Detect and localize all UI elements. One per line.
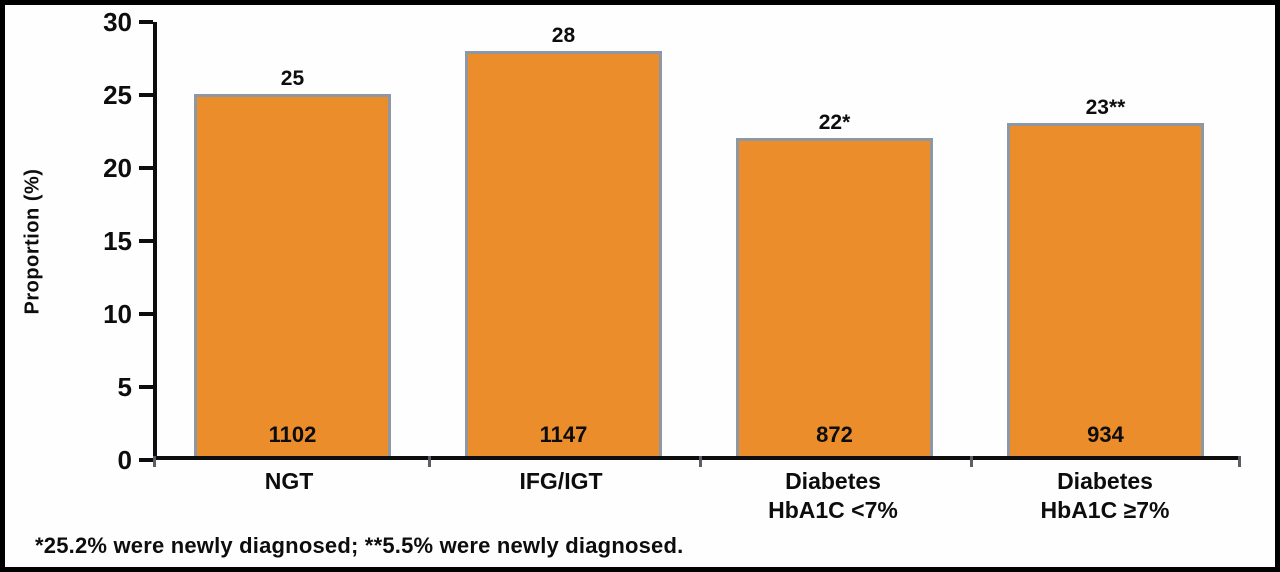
y-tick-mark — [139, 20, 153, 24]
bar-diabetes-lt7: 22* 872 — [735, 111, 934, 456]
y-tick-20: 20 — [103, 155, 153, 181]
bar-count-label: 1147 — [539, 422, 588, 447]
y-tick-label: 15 — [103, 226, 132, 256]
x-axis-tick — [970, 456, 973, 467]
y-tick-label: 0 — [117, 445, 132, 475]
bar-ngt: 25 1102 — [193, 67, 392, 456]
category-line: Diabetes — [1057, 468, 1153, 494]
category-label-ngt: NGT — [153, 467, 425, 525]
y-tick-5: 5 — [118, 374, 153, 400]
bar-diabetes-ge7: 23** 934 — [1006, 96, 1205, 456]
y-tick-mark — [139, 312, 153, 316]
category-label-diabetes-ge7: Diabetes HbA1C ≥7% — [969, 467, 1241, 525]
category-line: IFG/IGT — [519, 468, 603, 494]
category-line: Diabetes — [785, 468, 881, 494]
bar-count-label: 934 — [1087, 422, 1124, 447]
bar-value-label: 22* — [818, 110, 851, 134]
y-tick-mark — [139, 458, 153, 462]
bar-ifg-igt: 28 1147 — [464, 24, 663, 456]
plot-area: 25 1102 28 1147 22* 872 23** 934 — [153, 22, 1241, 467]
y-tick-0: 0 — [118, 447, 153, 473]
bar-group-ifg-igt: 28 1147 — [428, 22, 699, 456]
x-axis-tick — [428, 456, 431, 467]
bar-value-label: 23** — [1085, 96, 1126, 120]
category-line: HbA1C ≥7% — [1040, 496, 1170, 523]
chart-footnote: *25.2% were newly diagnosed; **5.5% were… — [35, 533, 684, 558]
y-tick-25: 25 — [103, 82, 153, 108]
bar-group-diabetes-lt7: 22* 872 — [699, 22, 970, 456]
y-tick-30: 30 — [103, 9, 153, 35]
category-label-diabetes-lt7: Diabetes HbA1C <7% — [697, 467, 969, 525]
y-tick-label: 20 — [103, 152, 132, 183]
category-line: NGT — [264, 468, 314, 494]
bar-value-label: 28 — [551, 23, 576, 47]
category-label-ifg-igt: IFG/IGT — [425, 467, 697, 525]
y-tick-10: 10 — [103, 301, 153, 327]
bar-group-ngt: 25 1102 — [157, 22, 428, 456]
y-tick-label: 10 — [103, 299, 132, 329]
y-tick-label: 5 — [117, 371, 132, 402]
bar-group-diabetes-ge7: 23** 934 — [970, 22, 1241, 456]
y-tick-15: 15 — [103, 228, 153, 254]
category-line: HbA1C <7% — [768, 496, 898, 523]
y-axis-ticks: 30 25 20 15 10 5 0 — [5, 9, 153, 473]
y-tick-mark — [139, 384, 153, 389]
x-axis-tick — [153, 456, 156, 467]
y-tick-mark — [139, 93, 153, 97]
bar-value-label: 25 — [280, 67, 305, 91]
bar-count-label: 872 — [816, 422, 853, 447]
bars-container: 25 1102 28 1147 22* 872 23** 934 — [157, 22, 1241, 456]
y-tick-label: 30 — [103, 7, 132, 37]
y-tick-label: 25 — [103, 80, 132, 110]
x-axis-labels: NGT IFG/IGT Diabetes HbA1C <7% Diabetes … — [153, 467, 1241, 525]
x-axis-tick — [1238, 456, 1241, 467]
bar-count-label: 1102 — [268, 422, 317, 447]
x-axis-tick — [699, 456, 702, 467]
y-tick-mark — [139, 165, 153, 170]
y-tick-mark — [139, 239, 153, 243]
